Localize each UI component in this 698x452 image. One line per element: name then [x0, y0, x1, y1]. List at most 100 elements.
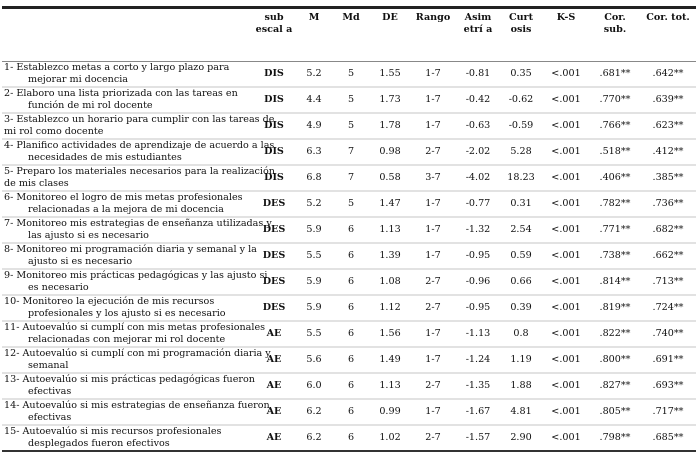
- cell-cor-tot: .412**: [640, 139, 696, 166]
- header-item: [2, 7, 252, 62]
- item-text: 9- Monitoreo mis prácticas pedagógicas y…: [2, 269, 268, 296]
- cell-sd: 1.13: [370, 217, 410, 244]
- table-row: 8- Monitoreo mi programación diaria y se…: [2, 243, 696, 270]
- item-line: 9- Monitoreo mis prácticas pedagógicas y…: [4, 270, 268, 281]
- item-line: ajusto si es necesario: [28, 256, 133, 267]
- cell-ks: <.001: [542, 295, 590, 322]
- item-line: 7- Monitoreo mis estrategias de enseñanz…: [4, 218, 272, 229]
- cell-mean: 5.9: [296, 217, 332, 244]
- item-line: efectivas: [28, 386, 72, 397]
- cell-sd: 0.99: [370, 399, 410, 426]
- cell-ks: <.001: [542, 399, 590, 426]
- cell-range: 1-7: [410, 113, 456, 140]
- cell-skewness: -2.02: [456, 139, 500, 166]
- header-sd: DE: [370, 7, 410, 62]
- cell-median: 6: [332, 295, 370, 322]
- cell-range: 1-7: [410, 87, 456, 114]
- cell-sd: 1.73: [370, 87, 410, 114]
- cell-ks: <.001: [542, 191, 590, 218]
- cell-cor-sub: .766**: [590, 113, 640, 140]
- cell-subscale: AE: [252, 425, 296, 452]
- item-text: 6- Monitoreo el logro de mis metas profe…: [2, 191, 252, 218]
- cell-kurtosis: 4.81: [500, 399, 542, 426]
- header-row: sub escal a M Md DE Rango Asim etrí a Curt osi…: [2, 7, 696, 62]
- table-row: 7- Monitoreo mis estrategias de enseñanz…: [2, 217, 696, 244]
- cell-cor-tot: .662**: [640, 243, 696, 270]
- header-median: Md: [332, 7, 370, 62]
- item-text: 7- Monitoreo mis estrategias de enseñanz…: [2, 217, 272, 244]
- cell-ks: <.001: [542, 165, 590, 192]
- cell-kurtosis: 1.88: [500, 373, 542, 400]
- cell-cor-tot: .724**: [640, 295, 696, 322]
- cell-range: 1-7: [410, 61, 456, 88]
- cell-skewness: -1.13: [456, 321, 500, 348]
- cell-kurtosis: 2.54: [500, 217, 542, 244]
- cell-mean: 6.2: [296, 425, 332, 452]
- item-line: 15- Autoevalúo si mis recursos profesion…: [4, 426, 222, 437]
- table-row: 4- Planifico actividades de aprendizaje …: [2, 139, 696, 166]
- cell-range: 2-7: [410, 269, 456, 296]
- table-row: 11- Autoevalúo si cumplí con mis metas p…: [2, 321, 696, 348]
- cell-median: 6: [332, 243, 370, 270]
- cell-cor-sub: .805**: [590, 399, 640, 426]
- item-line: 2- Elaboro una lista priorizada con las …: [4, 88, 238, 99]
- cell-subscale: AE: [252, 321, 296, 348]
- item-line: 12- Autoevalúo si cumplí con mi programa…: [4, 348, 271, 359]
- item-text: 15- Autoevalúo si mis recursos profesion…: [2, 425, 252, 452]
- cell-cor-sub: .681**: [590, 61, 640, 88]
- item-line: 1- Establezco metas a corto y largo plaz…: [4, 62, 230, 73]
- cell-subscale: DES: [252, 269, 296, 296]
- cell-sd: 1.55: [370, 61, 410, 88]
- cell-ks: <.001: [542, 243, 590, 270]
- cell-cor-sub: .518**: [590, 139, 640, 166]
- header-skewness: Asim etrí a: [456, 7, 500, 62]
- table-row: 10- Monitoreo la ejecución de mis recurs…: [2, 295, 696, 322]
- cell-mean: 5.5: [296, 321, 332, 348]
- cell-skewness: -1.32: [456, 217, 500, 244]
- cell-cor-tot: .639**: [640, 87, 696, 114]
- cell-ks: <.001: [542, 139, 590, 166]
- cell-subscale: DES: [252, 217, 296, 244]
- cell-ks: <.001: [542, 217, 590, 244]
- item-line: efectivas: [28, 412, 72, 423]
- cell-cor-sub: .814**: [590, 269, 640, 296]
- item-text: 2- Elaboro una lista priorizada con las …: [2, 87, 252, 114]
- cell-range: 2-7: [410, 295, 456, 322]
- cell-median: 5: [332, 113, 370, 140]
- cell-kurtosis: 0.39: [500, 295, 542, 322]
- cell-kurtosis: 2.90: [500, 425, 542, 452]
- cell-skewness: -0.63: [456, 113, 500, 140]
- cell-sd: 1.49: [370, 347, 410, 374]
- item-line: 8- Monitoreo mi programación diaria y se…: [4, 244, 257, 255]
- cell-range: 2-7: [410, 139, 456, 166]
- cell-subscale: DIS: [252, 113, 296, 140]
- item-line: 4- Planifico actividades de aprendizaje …: [4, 140, 275, 151]
- item-text: 10- Monitoreo la ejecución de mis recurs…: [2, 295, 252, 322]
- cell-ks: <.001: [542, 425, 590, 452]
- cell-subscale: AE: [252, 399, 296, 426]
- table-row: 15- Autoevalúo si mis recursos profesion…: [2, 425, 696, 452]
- item-text: 3- Establezco un horario para cumplir co…: [2, 113, 274, 140]
- cell-range: 1-7: [410, 321, 456, 348]
- cell-cor-sub: .771**: [590, 217, 640, 244]
- item-line: de mis clases: [4, 178, 69, 189]
- item-line: 6- Monitoreo el logro de mis metas profe…: [4, 192, 243, 203]
- cell-range: 1-7: [410, 191, 456, 218]
- cell-range: 1-7: [410, 217, 456, 244]
- cell-mean: 5.9: [296, 269, 332, 296]
- cell-sd: 1.78: [370, 113, 410, 140]
- cell-kurtosis: 0.59: [500, 243, 542, 270]
- item-text: 5- Preparo los materiales necesarios par…: [2, 165, 275, 192]
- header-range: Rango: [410, 7, 456, 62]
- item-line: semanal: [28, 360, 69, 371]
- cell-cor-sub: .798**: [590, 425, 640, 452]
- cell-mean: 6.8: [296, 165, 332, 192]
- cell-median: 5: [332, 87, 370, 114]
- cell-kurtosis: 0.31: [500, 191, 542, 218]
- cell-cor-sub: .822**: [590, 321, 640, 348]
- item-text: 4- Planifico actividades de aprendizaje …: [2, 139, 275, 166]
- cell-kurtosis: -0.62: [500, 87, 542, 114]
- cell-ks: <.001: [542, 321, 590, 348]
- cell-median: 5: [332, 191, 370, 218]
- cell-subscale: DIS: [252, 139, 296, 166]
